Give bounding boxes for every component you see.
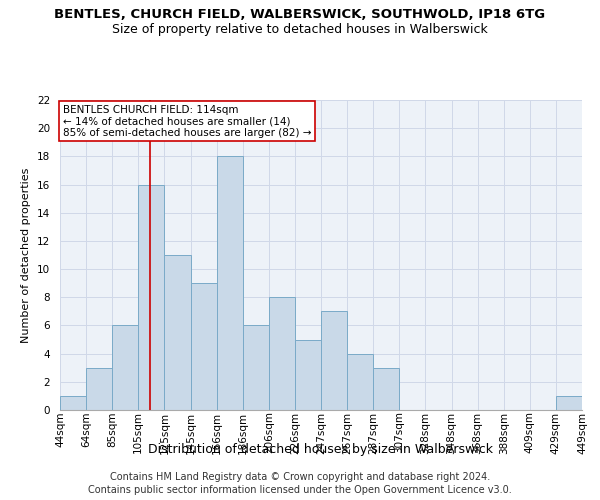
Y-axis label: Number of detached properties: Number of detached properties	[22, 168, 31, 342]
Bar	[556, 396, 582, 410]
Bar	[243, 326, 269, 410]
Bar	[139, 184, 164, 410]
Text: Contains HM Land Registry data © Crown copyright and database right 2024.: Contains HM Land Registry data © Crown c…	[110, 472, 490, 482]
Bar	[373, 368, 400, 410]
Bar	[217, 156, 243, 410]
Text: Size of property relative to detached houses in Walberswick: Size of property relative to detached ho…	[112, 22, 488, 36]
Bar	[60, 396, 86, 410]
Bar	[269, 298, 295, 410]
Bar	[86, 368, 112, 410]
Bar	[164, 255, 191, 410]
Text: Contains public sector information licensed under the Open Government Licence v3: Contains public sector information licen…	[88, 485, 512, 495]
Bar	[112, 326, 139, 410]
Bar	[191, 283, 217, 410]
Text: Distribution of detached houses by size in Walberswick: Distribution of detached houses by size …	[149, 442, 493, 456]
Text: BENTLES CHURCH FIELD: 114sqm
← 14% of detached houses are smaller (14)
85% of se: BENTLES CHURCH FIELD: 114sqm ← 14% of de…	[62, 104, 311, 138]
Text: BENTLES, CHURCH FIELD, WALBERSWICK, SOUTHWOLD, IP18 6TG: BENTLES, CHURCH FIELD, WALBERSWICK, SOUT…	[55, 8, 545, 20]
Bar	[295, 340, 321, 410]
Bar	[321, 312, 347, 410]
Bar	[347, 354, 373, 410]
